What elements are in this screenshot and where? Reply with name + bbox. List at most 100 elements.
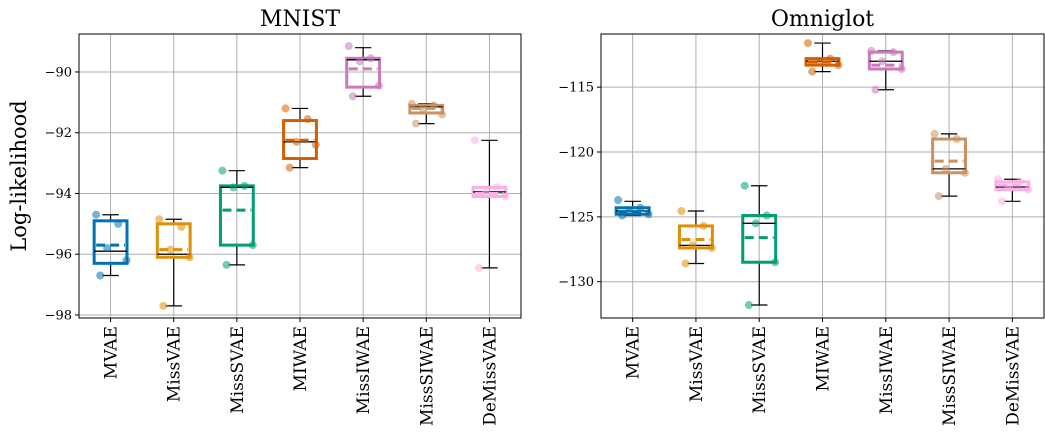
- y-tick-label: −125: [558, 210, 594, 225]
- data-point: [481, 187, 490, 196]
- x-tick-label-misssvae: MissSVAE: [750, 326, 770, 414]
- x-tick-label-miwae: MIWAE: [814, 326, 834, 391]
- data-point: [438, 110, 447, 119]
- box-missvae: [155, 215, 194, 310]
- data-point: [411, 119, 420, 128]
- data-point: [292, 137, 301, 146]
- data-point: [699, 221, 708, 230]
- data-point: [934, 192, 943, 201]
- y-tick-label: −98: [45, 308, 72, 323]
- data-point: [636, 203, 645, 212]
- y-axis-label: Log-likelihood: [7, 100, 31, 251]
- data-point: [815, 57, 824, 66]
- panel-title: Omniglot: [771, 7, 874, 32]
- data-point: [240, 181, 249, 190]
- data-point: [185, 253, 194, 262]
- box-body: [677, 224, 714, 250]
- y-tick-label: −96: [45, 248, 72, 263]
- data-point: [762, 211, 771, 220]
- data-point: [475, 263, 484, 272]
- data-point: [348, 92, 357, 101]
- data-point: [751, 219, 760, 228]
- data-point: [681, 259, 690, 268]
- data-point: [355, 57, 364, 66]
- x-tick-label-mvae: MVAE: [102, 326, 122, 379]
- x-tick-label-demissvae: DeMissVAE: [480, 326, 500, 426]
- box-demissvae: [470, 136, 510, 272]
- data-point: [834, 61, 843, 70]
- box-missvae: [677, 207, 716, 268]
- x-tick-label-missiwae: MissIWAE: [877, 326, 897, 414]
- x-tick-label-mvae: MVAE: [624, 326, 644, 379]
- data-point: [826, 54, 835, 63]
- data-point: [960, 168, 969, 177]
- data-point: [92, 210, 101, 219]
- omniglot-panel: Omniglot −130 −125 −120 −115 MVAE MissVAE MissS…: [558, 7, 1045, 426]
- x-tick-label-demissvae: DeMissVAE: [1003, 326, 1023, 426]
- data-point: [941, 164, 950, 173]
- y-tick-label: −92: [45, 126, 72, 141]
- box-body: [408, 103, 445, 115]
- data-point: [688, 241, 697, 250]
- data-point: [997, 197, 1006, 206]
- data-point: [366, 54, 375, 63]
- data-point: [707, 243, 716, 252]
- data-point: [281, 104, 290, 113]
- data-point: [229, 183, 238, 192]
- data-point: [677, 207, 686, 216]
- data-point: [155, 215, 164, 224]
- box-body: [282, 119, 318, 161]
- data-point: [218, 166, 227, 175]
- data-point: [103, 244, 112, 253]
- data-point: [344, 42, 353, 51]
- data-point: [1024, 185, 1033, 194]
- data-point: [303, 115, 312, 124]
- data-point: [470, 136, 479, 145]
- y-tick-label: −120: [558, 146, 594, 161]
- box-misssiwae: [407, 99, 447, 128]
- box-body: [931, 137, 968, 175]
- x-tick-label-miwae: MIWAE: [291, 326, 311, 391]
- data-point: [177, 222, 186, 231]
- panel-title: MNIST: [260, 7, 341, 32]
- data-point: [930, 129, 939, 138]
- x-tick-label-misssiwae: MissSIWAE: [940, 326, 960, 426]
- data-point: [418, 104, 427, 113]
- data-point: [122, 256, 131, 265]
- y-tick-label: −115: [558, 81, 594, 96]
- box-demissvae: [993, 175, 1033, 206]
- data-point: [803, 39, 812, 48]
- box-mvae: [614, 195, 653, 220]
- data-point: [771, 258, 780, 267]
- data-point: [1004, 183, 1013, 192]
- data-point: [878, 57, 887, 66]
- data-point: [407, 99, 416, 108]
- y-tick-label: −130: [558, 275, 594, 290]
- axes-frame: [78, 33, 522, 319]
- mnist-panel: MNIST −98 −96 −94 −92 −90 MVAE MissVAE MissSVAE M…: [45, 7, 522, 426]
- data-point: [897, 65, 906, 74]
- data-point: [618, 211, 627, 220]
- x-tick-label-missiwae: MissIWAE: [354, 326, 374, 414]
- data-point: [993, 175, 1002, 184]
- data-point: [744, 301, 753, 310]
- box-misssiwae: [930, 129, 969, 201]
- data-point: [114, 219, 123, 228]
- x-tick-label-misssvae: MissSVAE: [228, 326, 248, 414]
- data-point: [493, 183, 502, 192]
- data-point: [644, 210, 653, 219]
- data-point: [166, 245, 175, 254]
- data-point: [808, 67, 817, 76]
- box-mvae: [92, 210, 131, 280]
- box-body: [741, 214, 778, 264]
- x-tick-label-missvae: MissVAE: [687, 326, 707, 402]
- data-point: [159, 301, 168, 310]
- box-missiwae: [867, 46, 906, 94]
- x-tick-label-misssiwae: MissSIWAE: [417, 326, 437, 426]
- data-point: [96, 271, 105, 280]
- y-tick-label: −94: [45, 187, 72, 202]
- data-point: [311, 140, 320, 149]
- data-point: [222, 260, 231, 269]
- data-point: [1015, 177, 1024, 186]
- box-body: [92, 219, 129, 265]
